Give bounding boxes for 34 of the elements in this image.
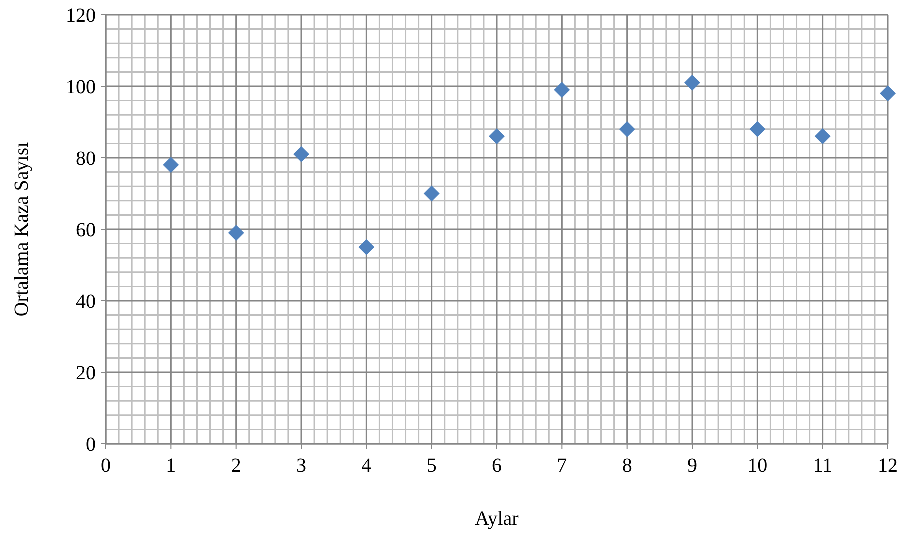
point — [880, 86, 896, 102]
point — [228, 225, 244, 242]
y-tick-label: 100 — [66, 76, 96, 98]
y-tick-label: 0 — [86, 434, 96, 456]
y-tick-label: 40 — [76, 291, 96, 313]
x-tick-label: 2 — [231, 455, 242, 477]
x-tick-label: 8 — [622, 455, 632, 477]
x-tick-label: 11 — [813, 455, 832, 477]
point — [489, 128, 505, 145]
x-tick-label: 4 — [362, 455, 372, 477]
x-axis-title: Aylar — [475, 508, 520, 530]
y-tick-label: 80 — [76, 148, 96, 170]
point — [684, 74, 700, 91]
x-tick-label: 1 — [166, 455, 176, 477]
x-tick-label: 3 — [296, 455, 306, 477]
point — [424, 186, 440, 202]
point — [814, 128, 831, 145]
x-tick-label: 10 — [748, 455, 768, 477]
y-tick-label: 120 — [66, 5, 96, 27]
y-tick-label: 60 — [76, 220, 96, 242]
y-tick-label: 20 — [76, 362, 96, 384]
x-tick-label: 7 — [557, 455, 568, 477]
x-tick-label: 6 — [492, 455, 502, 477]
point — [294, 146, 310, 162]
x-tick-label: 0 — [101, 455, 111, 477]
y-axis-title: Ortalama Kaza Sayısı — [11, 142, 33, 317]
x-tick-label: 9 — [688, 455, 698, 477]
point — [554, 82, 570, 98]
point — [358, 239, 375, 256]
point — [163, 157, 180, 174]
point — [619, 121, 636, 138]
x-tick-label: 12 — [878, 455, 898, 477]
x-tick-label: 5 — [426, 455, 437, 477]
point — [750, 121, 766, 138]
